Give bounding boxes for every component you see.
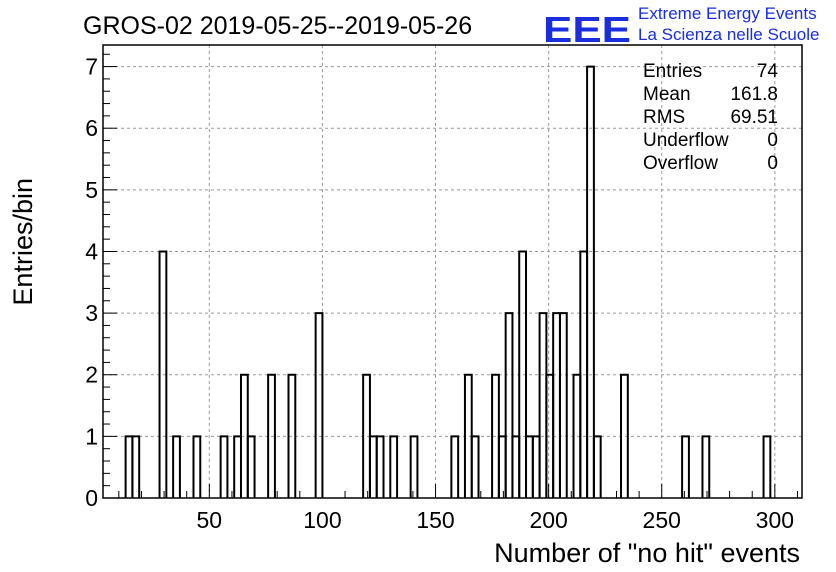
histogram-bin [172, 435, 181, 498]
histogram-bin [375, 435, 385, 498]
histogram-bin [592, 435, 602, 498]
grid-lines [103, 45, 802, 498]
chart-title: GROS-02 2019-05-25--2019-05-26 [83, 12, 472, 40]
y-tick-label: 3 [85, 300, 98, 326]
histogram-bin [267, 373, 276, 498]
stat-label: RMS [643, 107, 685, 128]
logo-line1: Extreme Energy Events [638, 4, 817, 23]
y-axis-label: Entries/bin [8, 178, 38, 306]
eee-logo: EEE Extreme Energy Events La Scienza nel… [543, 4, 819, 50]
histogram-bin [470, 435, 480, 498]
histogram-bin [762, 435, 772, 498]
histogram-bin [287, 373, 297, 498]
histogram-bin [681, 435, 690, 498]
x-tick-label: 300 [756, 507, 794, 533]
x-tick-label: 150 [416, 507, 454, 533]
histogram-bin [158, 250, 168, 498]
x-tick-label: 100 [303, 507, 341, 533]
stat-label: Overflow [643, 153, 718, 174]
histogram-bin [389, 435, 399, 498]
y-tick-label: 5 [85, 177, 98, 203]
histogram-bin [552, 312, 561, 498]
x-tick-label: 200 [529, 507, 567, 533]
stat-value: 69.51 [730, 107, 778, 128]
y-tick-label: 7 [85, 54, 98, 80]
histogram-bin [531, 435, 541, 498]
stat-value: 74 [757, 61, 779, 82]
logo-line2: La Scienza nelle Scuole [638, 25, 819, 44]
histogram-bin [620, 373, 629, 498]
stat-label: Underflow [643, 130, 729, 151]
histogram-bars [124, 65, 772, 498]
x-tick-label: 250 [643, 507, 681, 533]
histogram-bin [246, 435, 256, 498]
stat-value: 0 [767, 130, 778, 151]
histogram-bin [450, 435, 460, 498]
x-axis: 50 100 150 200 250 300 [118, 484, 798, 533]
histogram-bin [558, 312, 568, 498]
y-tick-label: 4 [85, 238, 98, 264]
plot-border [102, 44, 803, 499]
histogram-bin [701, 435, 711, 498]
y-tick-label: 0 [85, 485, 98, 511]
histogram-bin [409, 435, 419, 498]
y-tick-label: 2 [85, 362, 98, 388]
histogram-bin [497, 435, 507, 498]
stat-value: 161.8 [730, 84, 778, 105]
histogram-bin [192, 435, 202, 498]
histogram-bin [525, 435, 534, 498]
stat-value: 0 [767, 153, 778, 174]
histogram-bin [586, 65, 595, 498]
histogram-bin [219, 435, 229, 498]
histogram-bin [538, 312, 548, 498]
histogram-bin [518, 250, 528, 498]
histogram-bin [314, 312, 324, 498]
x-tick-label: 50 [197, 507, 223, 533]
stat-label: Entries [643, 61, 702, 82]
logo-mark: EEE [543, 9, 631, 50]
histogram-bin [504, 312, 514, 498]
stat-label: Mean [643, 84, 691, 105]
plot-frame [102, 44, 803, 499]
y-tick-label: 1 [85, 423, 98, 449]
histogram-bin [131, 435, 141, 498]
histogram-bin [233, 435, 242, 498]
histogram-bin [511, 435, 521, 498]
histogram-bin [124, 435, 134, 498]
y-tick-label: 6 [85, 115, 98, 141]
y-axis: 0 1 2 3 4 5 6 7 [85, 54, 117, 511]
x-axis-label: Number of "no hit" events [494, 538, 800, 568]
histogram-bin [368, 435, 378, 498]
